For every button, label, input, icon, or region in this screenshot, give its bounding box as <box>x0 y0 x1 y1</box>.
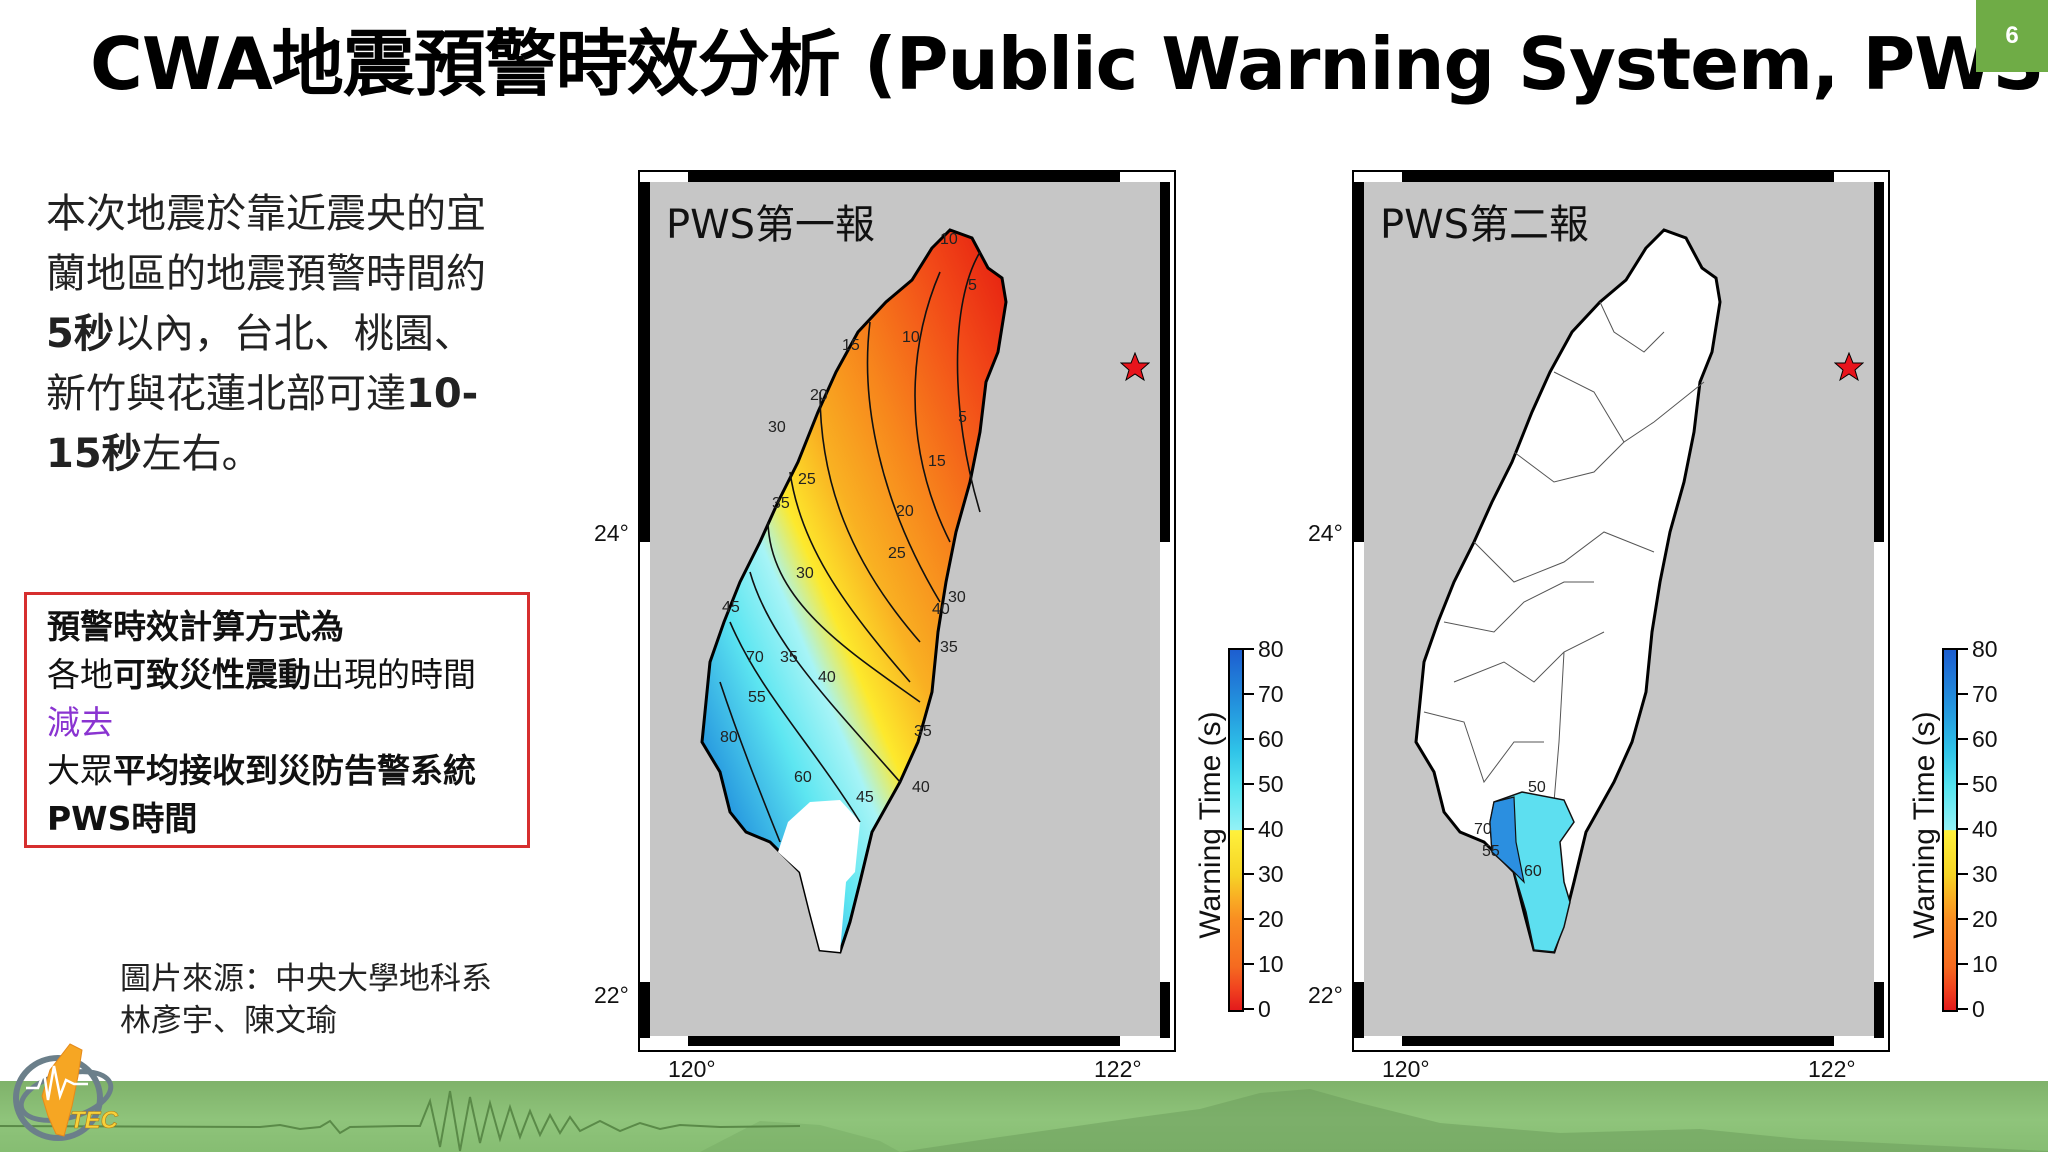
svg-text:35: 35 <box>914 723 932 740</box>
svg-text:20: 20 <box>810 387 828 404</box>
svg-text:5: 5 <box>968 277 977 294</box>
svg-text:10: 10 <box>940 231 958 248</box>
svg-text:60: 60 <box>1524 863 1542 880</box>
svg-text:80: 80 <box>720 729 738 746</box>
tec-logo: TEC <box>13 1043 119 1141</box>
contour-line <box>956 251 981 513</box>
svg-text:30: 30 <box>768 419 786 436</box>
intro-line: 蘭地區的地震預警時間約 <box>46 251 486 297</box>
lat-label-22: 22° <box>1308 982 1343 1008</box>
svg-text:25: 25 <box>888 545 906 562</box>
lat-label-24: 24° <box>1308 520 1343 546</box>
svg-text:35: 35 <box>780 649 798 666</box>
map-title: PWS第一報 <box>666 202 876 248</box>
mountain-seismogram-graphic <box>0 1089 2048 1152</box>
formula-minus: 減去 <box>47 703 113 742</box>
colorbar-gradient <box>1228 648 1244 1012</box>
svg-text:60: 60 <box>794 769 812 786</box>
svg-text:TEC: TEC <box>70 1107 119 1134</box>
taiwan-warning-time-map: 50 55 60 70 <box>1414 228 1722 954</box>
formula-box: 預警時效計算方式為 各地可致災性震動出現的時間 減去 大眾平均接收到災防告警系統… <box>24 592 530 848</box>
taiwan-island-shape <box>1414 228 1722 954</box>
lon-label-122: 122° <box>1094 1056 1142 1082</box>
page-number-badge: 6 <box>1976 0 2048 72</box>
no-data-region <box>778 800 860 952</box>
svg-text:30: 30 <box>948 589 966 606</box>
colorbar-gradient <box>1942 648 1958 1012</box>
formula-heading: 預警時效計算方式為 <box>47 607 344 646</box>
intro-line: 15秒左右。 <box>46 431 262 477</box>
footer-banner <box>0 1081 2048 1152</box>
epicenter-star-icon <box>1120 352 1150 382</box>
svg-text:10: 10 <box>902 329 920 346</box>
intro-line: 本次地震於靠近震央的宜 <box>46 191 486 237</box>
svg-text:5: 5 <box>958 409 967 426</box>
svg-text:55: 55 <box>1482 843 1500 860</box>
svg-text:40: 40 <box>912 779 930 796</box>
epicenter-star-icon <box>1834 352 1864 382</box>
formula-line: 大眾平均接收到災防告警系統 <box>47 751 476 790</box>
lon-label-120: 120° <box>668 1056 716 1082</box>
svg-text:35: 35 <box>772 495 790 512</box>
lat-label-24: 24° <box>594 520 629 546</box>
slide-title: CWA地震預警時效分析 (Public Warning System, PWS) <box>90 22 2048 106</box>
svg-text:20: 20 <box>896 503 914 520</box>
formula-line: 各地可致災性震動出現的時間 <box>47 655 476 694</box>
svg-text:15: 15 <box>928 453 946 470</box>
svg-text:70: 70 <box>746 649 764 666</box>
lat-label-22: 22° <box>594 982 629 1008</box>
map-pws-first-report: 10 5 5 10 15 15 20 20 25 25 30 30 30 35 … <box>638 170 1176 1052</box>
svg-text:55: 55 <box>748 689 766 706</box>
map-pws-second-report: 50 55 60 70 PWS第二報 <box>1352 170 1890 1052</box>
svg-text:40: 40 <box>818 669 836 686</box>
svg-text:45: 45 <box>722 599 740 616</box>
highlight-5-seconds: 5秒 <box>46 311 114 357</box>
taiwan-warning-time-map: 10 5 5 10 15 15 20 20 25 25 30 30 30 35 … <box>700 228 1008 954</box>
lon-label-120: 120° <box>1382 1056 1430 1082</box>
svg-text:15: 15 <box>842 337 860 354</box>
colorbar-title: Warning Time (s) <box>1908 711 1941 939</box>
highlight-15-seconds: 15秒 <box>46 431 142 477</box>
colorbar-warning-time: Warning Time (s) 80 70 60 50 40 30 20 10… <box>1194 636 1284 1022</box>
formula-line: PWS時間 <box>47 799 198 838</box>
image-credit: 圖片來源：中央大學地科系 林彥宇、陳文瑜 <box>120 961 492 1039</box>
map-title: PWS第二報 <box>1380 202 1590 248</box>
svg-text:50: 50 <box>1528 779 1546 796</box>
lon-label-122: 122° <box>1808 1056 1856 1082</box>
contour-line <box>914 271 951 543</box>
intro-line: 新竹與花蓮北部可達10- <box>46 371 479 417</box>
svg-text:70: 70 <box>1474 821 1492 838</box>
svg-text:35: 35 <box>940 639 958 656</box>
colorbar-title: Warning Time (s) <box>1194 711 1227 939</box>
svg-text:40: 40 <box>932 601 950 618</box>
colorbar-warning-time: Warning Time (s) 80 70 60 50 40 30 20 10… <box>1908 636 1998 1022</box>
svg-text:45: 45 <box>856 789 874 806</box>
svg-text:25: 25 <box>798 471 816 488</box>
svg-text:30: 30 <box>796 565 814 582</box>
intro-paragraph: 本次地震於靠近震央的宜 蘭地區的地震預警時間約 5秒以內，台北、桃園、 新竹與花… <box>46 184 566 484</box>
intro-line: 5秒以內，台北、桃園、 <box>46 311 474 357</box>
